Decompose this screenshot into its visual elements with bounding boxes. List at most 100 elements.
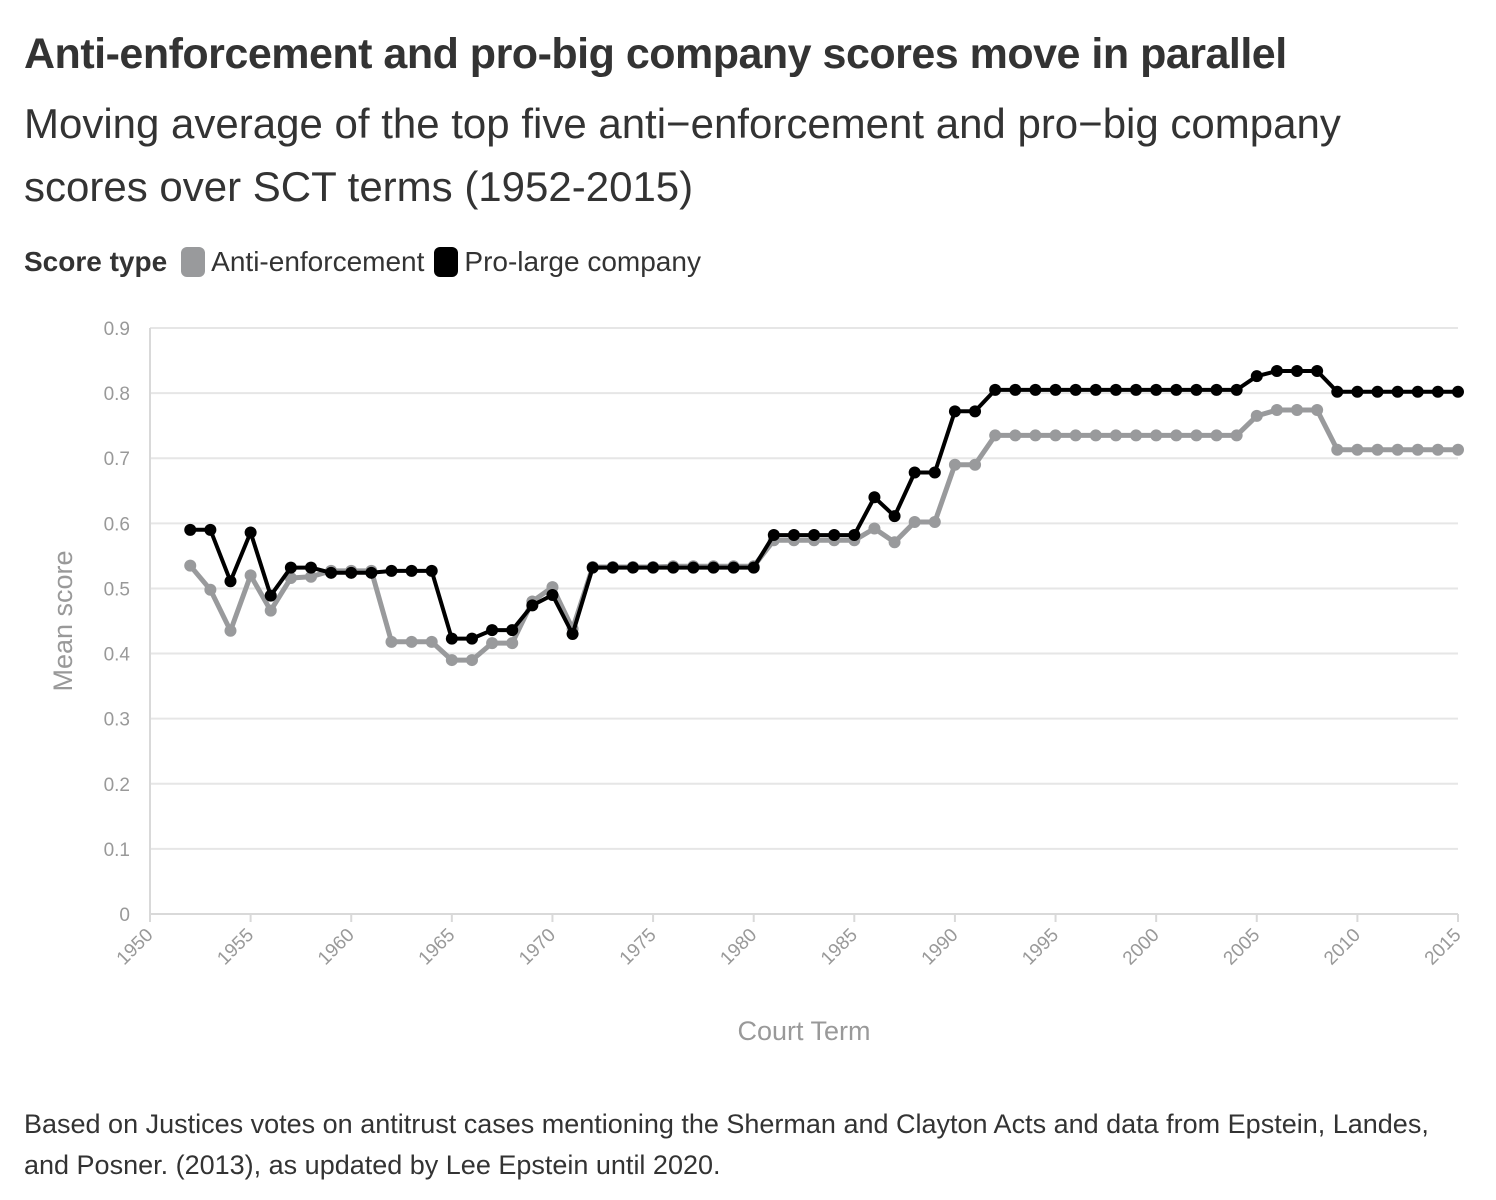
x-tick-label: 2010	[1320, 925, 1365, 970]
data-point-anti-enforcement	[1109, 429, 1122, 442]
data-point-anti-enforcement	[1311, 404, 1324, 417]
data-point-anti-enforcement	[264, 604, 277, 617]
data-point-pro-large-company	[1130, 383, 1143, 396]
legend-swatch-pro-large-company	[434, 247, 459, 277]
y-tick-label: 0.9	[104, 319, 130, 340]
x-tick-label: 1975	[616, 925, 661, 970]
data-point-pro-large-company	[989, 383, 1002, 396]
y-tick-label: 0.4	[104, 645, 131, 666]
data-point-pro-large-company	[325, 566, 338, 579]
data-point-pro-large-company	[1452, 385, 1464, 398]
x-tick-label: 1985	[817, 925, 862, 970]
data-point-pro-large-company	[1431, 385, 1444, 398]
series-line-pro-large-company	[188, 369, 1460, 641]
data-point-anti-enforcement	[908, 516, 921, 529]
chart-title: Anti-enforcement and pro-big company sco…	[24, 30, 1287, 78]
y-tick-label: 0.3	[104, 710, 130, 731]
data-point-pro-large-company	[345, 566, 358, 579]
data-point-anti-enforcement	[405, 635, 418, 648]
data-point-pro-large-company	[1250, 370, 1263, 383]
data-point-anti-enforcement	[1170, 429, 1183, 442]
data-point-pro-large-company	[647, 561, 660, 574]
x-tick-label: 1965	[415, 925, 460, 970]
line-chart: 0 0.1 0.2 0.3 0.4 0.5 0.6 0.7 0.8 0.9 1950 1955 1960…	[48, 319, 1466, 1046]
data-point-anti-enforcement	[868, 522, 881, 535]
data-point-anti-enforcement	[888, 536, 901, 549]
data-point-anti-enforcement	[1190, 429, 1203, 442]
data-point-anti-enforcement	[1391, 443, 1404, 456]
data-point-pro-large-company	[465, 632, 478, 645]
data-point-anti-enforcement	[1411, 443, 1424, 456]
footnote: Based on Justices votes on antitrust cas…	[24, 1109, 1429, 1180]
data-point-pro-large-company	[204, 523, 217, 536]
data-point-pro-large-company	[667, 561, 680, 574]
data-point-pro-large-company	[264, 589, 277, 602]
x-tick-label: 1990	[918, 925, 963, 970]
data-point-pro-large-company	[1331, 385, 1344, 398]
data-point-pro-large-company	[707, 561, 720, 574]
x-tick-label: 2015	[1421, 925, 1466, 970]
data-point-pro-large-company	[767, 529, 780, 542]
x-axis-title: Court Term	[737, 1016, 870, 1046]
data-point-pro-large-company	[284, 561, 297, 574]
data-point-pro-large-company	[526, 599, 539, 612]
y-tick-label: 0.5	[104, 579, 130, 600]
x-tick-label: 2000	[1119, 925, 1164, 970]
data-point-anti-enforcement	[1210, 429, 1223, 442]
data-point-pro-large-company	[908, 466, 921, 479]
x-tick-label: 1960	[314, 925, 359, 970]
x-tick-label: 1980	[716, 925, 761, 970]
data-point-pro-large-company	[1311, 364, 1324, 377]
data-point-anti-enforcement	[1069, 429, 1082, 442]
data-point-anti-enforcement	[969, 458, 982, 471]
data-point-anti-enforcement	[1291, 404, 1304, 417]
data-point-pro-large-company	[848, 529, 861, 542]
data-point-pro-large-company	[445, 632, 458, 645]
data-point-pro-large-company	[1170, 383, 1183, 396]
data-point-pro-large-company	[1190, 383, 1203, 396]
data-point-pro-large-company	[1230, 383, 1243, 396]
data-point-anti-enforcement	[1049, 429, 1062, 442]
data-point-pro-large-company	[1049, 383, 1062, 396]
data-point-anti-enforcement	[1431, 443, 1444, 456]
y-axis-title: Mean score	[48, 550, 78, 691]
data-point-pro-large-company	[1029, 383, 1042, 396]
legend-label-pro-large-company[interactable]: Pro-large company	[464, 246, 701, 277]
data-point-pro-large-company	[727, 561, 740, 574]
data-point-anti-enforcement	[1089, 429, 1102, 442]
y-tick-label: 0	[119, 905, 130, 926]
data-point-pro-large-company	[405, 564, 418, 577]
chart-subtitle: Moving average of the top five anti−enfo…	[24, 100, 1341, 210]
legend-label-anti-enforcement[interactable]: Anti-enforcement	[211, 246, 425, 277]
data-point-pro-large-company	[868, 491, 881, 504]
data-point-anti-enforcement	[425, 635, 438, 648]
data-point-pro-large-company	[808, 529, 821, 542]
x-tick-label: 1995	[1018, 925, 1063, 970]
data-point-pro-large-company	[747, 561, 760, 574]
data-point-anti-enforcement	[224, 624, 237, 637]
data-point-pro-large-company	[385, 564, 398, 577]
y-tick-label: 0.7	[104, 449, 130, 470]
data-point-anti-enforcement	[1150, 429, 1163, 442]
data-point-anti-enforcement	[1371, 443, 1384, 456]
data-point-pro-large-company	[828, 529, 841, 542]
x-tick-label: 1970	[515, 925, 560, 970]
y-tick-label: 0.6	[104, 514, 130, 535]
data-point-pro-large-company	[184, 523, 197, 536]
data-point-pro-large-company	[1109, 383, 1122, 396]
data-point-pro-large-company	[486, 624, 499, 637]
data-point-anti-enforcement	[244, 569, 257, 582]
data-point-pro-large-company	[888, 510, 901, 523]
data-point-pro-large-company	[304, 561, 317, 574]
data-point-anti-enforcement	[465, 654, 478, 667]
data-point-anti-enforcement	[1130, 429, 1143, 442]
data-point-pro-large-company	[1009, 383, 1022, 396]
data-point-anti-enforcement	[1270, 404, 1283, 417]
x-tick-label: 2005	[1220, 925, 1265, 970]
data-point-pro-large-company	[1391, 385, 1404, 398]
data-point-pro-large-company	[626, 561, 639, 574]
data-point-anti-enforcement	[1009, 429, 1022, 442]
data-point-anti-enforcement	[1250, 409, 1263, 422]
data-point-pro-large-company	[787, 529, 800, 542]
data-point-pro-large-company	[1089, 383, 1102, 396]
